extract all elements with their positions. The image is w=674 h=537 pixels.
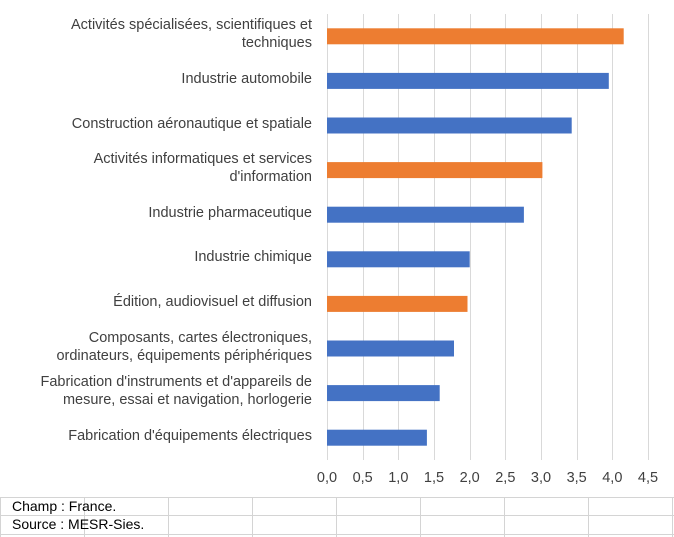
bar xyxy=(327,429,427,446)
bar-chart xyxy=(327,14,649,460)
category-label: Industrie automobile xyxy=(181,70,312,87)
x-tick-label: 0,0 xyxy=(316,470,338,486)
category-label: Industrie chimique xyxy=(194,249,312,266)
bar xyxy=(327,251,470,268)
bar xyxy=(327,385,440,402)
x-tick-label: 4,5 xyxy=(637,470,659,486)
bar xyxy=(327,72,609,89)
x-tick-label: 3,0 xyxy=(530,470,552,486)
category-label: Activités spécialisées, scientifiques et… xyxy=(71,17,312,52)
bar xyxy=(327,162,543,179)
category-label: Fabrication d'équipements électriques xyxy=(68,427,312,444)
x-tick-label: 1,0 xyxy=(388,470,409,486)
bar xyxy=(327,28,624,45)
x-tick-label: 3,5 xyxy=(566,470,587,486)
category-label: Fabrication d'instruments et d'appareils… xyxy=(40,374,312,409)
chart-area: Activités spécialisées, scientifiques et… xyxy=(40,14,659,486)
x-tick-label: 2,5 xyxy=(495,470,516,486)
x-tick-label: 4,0 xyxy=(602,470,623,486)
category-label: Industrie pharmaceutique xyxy=(148,204,312,221)
category-label: Édition, audiovisuel et diffusion xyxy=(113,293,312,310)
category-label: Composants, cartes électroniques, ordina… xyxy=(56,329,312,364)
bar xyxy=(327,340,454,357)
scope-note: Champ : France. xyxy=(12,498,117,514)
x-tick-label: 1,5 xyxy=(423,470,445,486)
x-tick-label: 0,5 xyxy=(352,470,373,486)
x-tick-label: 2,0 xyxy=(459,470,480,486)
source-note: Source : MESR-Sies. xyxy=(12,516,145,532)
bar xyxy=(327,206,524,223)
category-label: Construction aéronautique et spatiale xyxy=(71,115,312,132)
bar xyxy=(327,117,572,134)
category-label: Activités informatiques et services d'in… xyxy=(93,151,312,186)
bar xyxy=(327,295,468,312)
